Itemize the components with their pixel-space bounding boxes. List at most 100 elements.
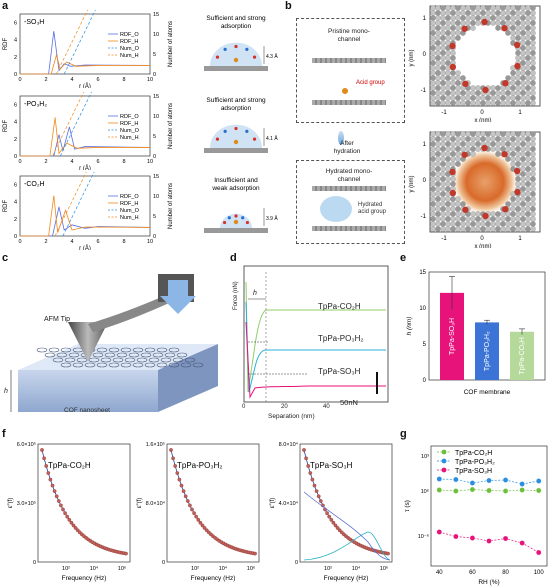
f-ytick: 0 bbox=[162, 560, 165, 566]
data-point bbox=[124, 551, 128, 556]
rdf-xtick: 8 bbox=[122, 239, 125, 245]
f-ytick: 3.0×10⁵ bbox=[17, 500, 36, 507]
data-point bbox=[327, 514, 332, 519]
acid-oxygen bbox=[514, 62, 521, 70]
lattice-pore bbox=[60, 362, 72, 368]
rdf-xtick: 10 bbox=[147, 77, 153, 83]
water-molecule bbox=[252, 137, 257, 141]
rdf-xtick: 8 bbox=[122, 77, 125, 83]
g-xlabel: RH (%) bbox=[478, 579, 499, 586]
rdf-h-line bbox=[20, 53, 150, 75]
rdf-xtick: 10 bbox=[147, 159, 153, 165]
series-point bbox=[436, 529, 443, 535]
legend-entry: Num_H bbox=[120, 53, 139, 59]
framework-atom bbox=[530, 226, 536, 232]
data-point bbox=[56, 499, 61, 503]
legend-entry: Num_H bbox=[120, 135, 139, 141]
rdf-h-line bbox=[20, 117, 150, 157]
rdf-y2tick: 10 bbox=[153, 194, 159, 200]
series-point bbox=[486, 487, 492, 494]
b-ylabel: y (nm) bbox=[409, 50, 415, 67]
force-ylabel: Force (nN) bbox=[233, 281, 239, 310]
water-molecule bbox=[241, 216, 245, 220]
series-point bbox=[453, 488, 459, 494]
framework-atom bbox=[470, 25, 476, 31]
membrane-top-face bbox=[18, 344, 218, 370]
g-legend-label: TpPa-SO₃H bbox=[455, 468, 492, 475]
data-point bbox=[183, 494, 188, 499]
lattice-pore bbox=[136, 357, 148, 363]
e-ytick: 5 bbox=[423, 342, 427, 348]
rdf-y2tick: 5 bbox=[153, 52, 156, 58]
g-xtick: 60 bbox=[469, 570, 476, 576]
f-ytick: 8.0×10⁴ bbox=[279, 441, 299, 448]
f-xlabel: Frequency (Hz) bbox=[324, 575, 369, 582]
legend-entry: Num_H bbox=[120, 215, 139, 221]
f-title: TpPa-PO₃H₂ bbox=[177, 461, 222, 470]
data-point bbox=[65, 514, 70, 519]
f-xtick: 10⁶ bbox=[380, 565, 388, 572]
lattice-pore bbox=[48, 347, 60, 353]
lattice-pore bbox=[64, 357, 76, 363]
g-xtick: 80 bbox=[502, 570, 509, 576]
b-ytick: -1 bbox=[421, 214, 427, 220]
acid-oxygen bbox=[502, 206, 509, 213]
rdf-ytick: 6 bbox=[14, 103, 17, 109]
distance-label: 4.1 Å bbox=[266, 135, 278, 142]
f-title: TpPa-CO₂H bbox=[48, 461, 91, 470]
data-point bbox=[194, 514, 199, 519]
f-xtick: 10⁶ bbox=[118, 565, 126, 572]
f-xtick: 10² bbox=[324, 566, 332, 572]
acid-oxygen bbox=[514, 188, 521, 196]
water-density-map bbox=[451, 148, 519, 216]
series-point bbox=[436, 476, 443, 482]
force-xlabel: Separation (nm) bbox=[268, 413, 315, 420]
hydrated-channel-label: Hydrated mono-channel bbox=[325, 168, 373, 183]
e-ylabel: h (nm) bbox=[406, 317, 413, 336]
f-xtick: 10⁴ bbox=[219, 565, 228, 572]
lattice-pore bbox=[52, 357, 64, 363]
b-ytick: -1 bbox=[421, 88, 427, 94]
cof-nanosheet-label: COF nanosheet bbox=[64, 407, 110, 414]
lattice-pore bbox=[56, 352, 68, 358]
rdf-group-title: -CO₂H bbox=[24, 181, 45, 188]
channel-wall-bottom-hydrated bbox=[312, 226, 386, 231]
e-ytick: 15 bbox=[419, 270, 426, 276]
f-xtick: 10⁶ bbox=[247, 565, 255, 572]
md-snapshots bbox=[429, 5, 541, 233]
series-point bbox=[486, 538, 492, 544]
acid-oxygen bbox=[501, 151, 508, 158]
framework-atom bbox=[455, 35, 461, 41]
rdf-xtick: 2 bbox=[44, 239, 47, 245]
lattice-pore bbox=[144, 347, 156, 353]
adsorption-caption: adsorption bbox=[221, 105, 252, 112]
lattice-pore bbox=[84, 362, 96, 368]
rdf-y2tick: 15 bbox=[153, 12, 159, 18]
data-point bbox=[46, 471, 51, 475]
acid-oxygen bbox=[482, 212, 489, 220]
lattice-pore bbox=[92, 352, 104, 358]
data-point bbox=[169, 448, 173, 452]
data-point bbox=[177, 477, 182, 482]
f-frame bbox=[166, 443, 260, 563]
series-point bbox=[486, 477, 492, 484]
afm-tip bbox=[68, 322, 108, 362]
g-legend-label: TpPa-CO₂H bbox=[455, 450, 492, 457]
b-xlabel: x (nm) bbox=[475, 118, 492, 122]
series-point bbox=[453, 533, 459, 540]
lattice-pore bbox=[160, 357, 172, 363]
lattice-pore bbox=[112, 357, 124, 363]
acid-oxygen bbox=[513, 167, 521, 175]
legend-entry: Num_O bbox=[120, 128, 140, 134]
data-point bbox=[52, 489, 57, 494]
rdf-frame bbox=[19, 95, 151, 157]
lattice-pore bbox=[116, 352, 128, 358]
g-ytick: 10³ bbox=[421, 454, 429, 460]
panel-label-a: a bbox=[2, 0, 9, 12]
water-molecule bbox=[227, 216, 231, 220]
panel-label-e: e bbox=[400, 252, 407, 264]
lattice-pore bbox=[36, 347, 48, 353]
data-point bbox=[318, 499, 323, 503]
bar-label: TpPa-SO₃H bbox=[449, 318, 456, 355]
data-point bbox=[67, 517, 72, 522]
